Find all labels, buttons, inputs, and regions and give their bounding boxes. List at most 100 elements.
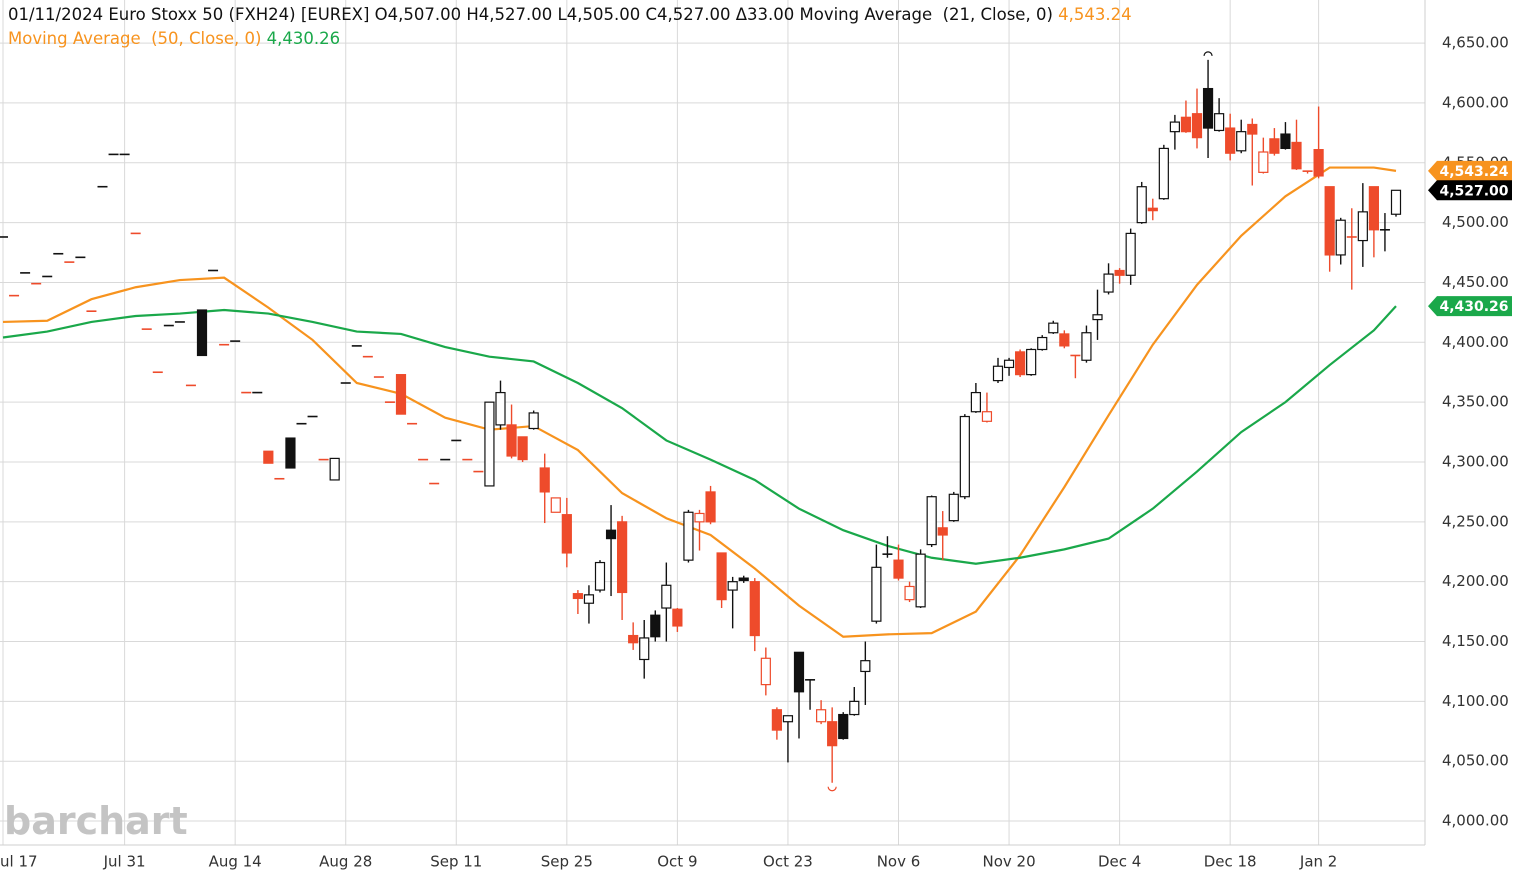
candle-body: [926, 496, 937, 546]
x-tick-label: Dec 4: [1098, 853, 1141, 871]
candle-body: [1313, 149, 1324, 177]
legend-entry: Moving Average (21, Close, 0): [799, 5, 1053, 24]
ma-tag-text: 4,430.26: [1439, 299, 1508, 315]
candle-body: [528, 412, 539, 430]
y-tick-label: 4,300.00: [1442, 452, 1509, 470]
candle-body: [738, 577, 749, 582]
candle-body: [860, 660, 871, 673]
y-tick-label: 4,000.00: [1442, 812, 1509, 830]
candle-body: [793, 651, 805, 693]
x-tick-label: Oct 9: [657, 853, 697, 871]
candle-body: [1081, 332, 1092, 361]
legend-value: 4,543.24: [1058, 5, 1132, 24]
high-marker: [1203, 51, 1213, 56]
x-tick-label: Jul 31: [103, 853, 146, 871]
candle-body: [506, 424, 517, 457]
candle-body: [1357, 211, 1368, 242]
x-tick-label: Dec 18: [1204, 853, 1257, 871]
legend-value: 4,430.26: [266, 29, 341, 48]
watermark: barchart: [4, 799, 188, 843]
candle-body: [1147, 207, 1158, 212]
x-tick-label: Nov 6: [877, 853, 921, 871]
legend-entry: Moving Average (50, Close, 0): [8, 29, 262, 48]
x-tick-label: Nov 20: [982, 853, 1035, 871]
candle-body: [1368, 186, 1379, 231]
moving-average-line: [2, 305, 1397, 565]
candle-body: [705, 491, 716, 523]
y-tick-label: 4,600.00: [1442, 93, 1509, 111]
candle-body: [1191, 113, 1203, 139]
x-tick-label: Jan 2: [1299, 853, 1337, 871]
last-price-tag-box: [1428, 180, 1512, 201]
open-label: O4,507.00: [374, 5, 462, 24]
candle-body: [782, 715, 794, 723]
candle-body: [628, 634, 639, 644]
low-label: L4,505.00: [557, 5, 641, 24]
candle-body: [816, 709, 827, 723]
candle-body: [196, 309, 208, 357]
candle-body: [1158, 147, 1169, 200]
low-marker: [827, 786, 837, 792]
y-tick-label: 4,100.00: [1442, 692, 1509, 710]
candle-body: [937, 527, 948, 536]
y-tick-label: 4,400.00: [1442, 333, 1509, 351]
candle-body: [1291, 141, 1302, 170]
candle-body: [981, 411, 993, 422]
candle-body: [992, 365, 1004, 382]
candle-body: [1026, 348, 1037, 376]
y-tick-label: 4,050.00: [1442, 752, 1509, 770]
candle-body: [594, 561, 606, 591]
candle-body: [1169, 121, 1180, 133]
candle-body: [517, 436, 528, 461]
candle-body: [1048, 322, 1059, 334]
candle-body: [583, 594, 595, 604]
candle-body: [650, 614, 661, 638]
candle-body: [838, 713, 849, 740]
candle-body: [893, 559, 904, 579]
candle-body: [285, 437, 296, 469]
candle-body: [1324, 186, 1335, 256]
candle-body: [395, 374, 407, 415]
ma-tag-box: [1428, 160, 1512, 181]
candle-body: [1114, 269, 1125, 276]
x-tick-label: Sep 25: [541, 853, 593, 871]
candle-body: [1390, 189, 1402, 215]
candle-body: [959, 415, 970, 498]
overlays: [2, 166, 1397, 638]
last-price-tag-text: 4,527.00: [1439, 183, 1508, 199]
x-tick-label: Aug 28: [319, 853, 372, 871]
candle-body: [1258, 151, 1269, 173]
candle-body: [1247, 123, 1258, 135]
candle-body: [1202, 87, 1214, 129]
quote-header: 01/11/2024 Euro Stoxx 50 (FXH24) [EUREX]…: [8, 3, 1132, 51]
candle-body: [716, 552, 727, 601]
candle-body: [827, 721, 838, 747]
x-tick-label: Aug 14: [209, 853, 262, 871]
candle-body: [1092, 314, 1103, 321]
candle-body: [572, 593, 583, 600]
candle-body: [639, 637, 650, 661]
candle-body: [1059, 333, 1070, 347]
candle-body: [672, 608, 683, 627]
candle-body: [1003, 359, 1015, 369]
candle-body: [915, 553, 926, 608]
candle-body: [871, 566, 882, 622]
ma-tag-text: 4,543.24: [1439, 164, 1508, 180]
x-tick-label: ul 17: [0, 853, 38, 871]
candle-body: [771, 709, 782, 731]
candle-body: [1236, 131, 1247, 152]
candle-body: [263, 450, 274, 464]
candle-body: [948, 493, 959, 522]
candle-body: [1180, 116, 1192, 133]
candle-body: [539, 467, 550, 493]
candle-body: [904, 585, 915, 601]
candle-body: [1225, 127, 1236, 154]
candle-body: [1125, 232, 1136, 276]
candle-body: [683, 511, 694, 561]
candle-body: [727, 581, 738, 591]
x-tick-label: Sep 11: [430, 853, 482, 871]
candle-body: [484, 401, 495, 487]
